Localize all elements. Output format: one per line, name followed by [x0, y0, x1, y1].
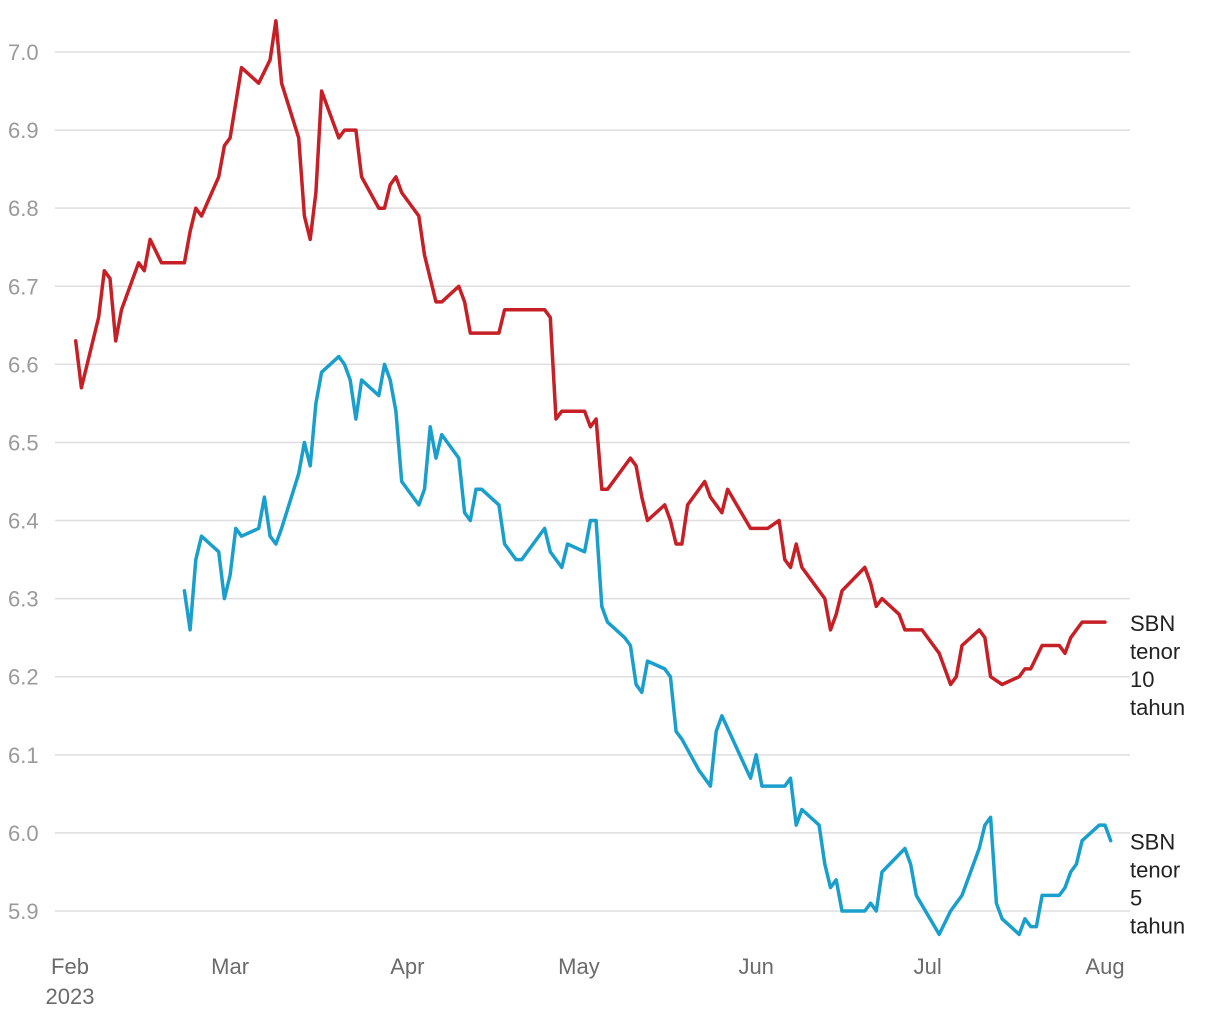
- y-tick-label: 6.3: [8, 587, 39, 612]
- y-axis-ticks: 5.9 6.0 6.1 6.2 6.3 6.4 6.5 6.6 6.7 6.8 6.9 7.0: [8, 40, 39, 924]
- series-label-line: tenor: [1130, 639, 1180, 664]
- series-lines: [73, 19, 1113, 937]
- series-line-sbn-5-tahun: [182, 354, 1113, 937]
- y-tick-label: 6.1: [8, 743, 39, 768]
- series-labels: SBN tenor 10 tahun SBN tenor 5 tahun: [1130, 611, 1185, 939]
- y-tick-label: 6.7: [8, 274, 39, 299]
- y-tick-label: 7.0: [8, 40, 39, 65]
- x-tick-label: Jul: [914, 954, 942, 979]
- x-tick-label: Feb: [51, 954, 89, 979]
- y-tick-label: 6.8: [8, 196, 39, 221]
- x-tick-label: Mar: [211, 954, 249, 979]
- x-tick-label: Apr: [390, 954, 424, 979]
- series-label-line: 5: [1130, 886, 1142, 911]
- y-tick-label: 6.5: [8, 430, 39, 455]
- y-tick-label: 6.6: [8, 352, 39, 377]
- y-tick-label: 6.0: [8, 821, 39, 846]
- x-tick-label: Jun: [738, 954, 773, 979]
- y-tick-label: 6.9: [8, 118, 39, 143]
- x-axis-ticks: Feb 2023 Mar Apr May Jun Jul Aug: [46, 954, 1125, 1009]
- x-tick-label: May: [558, 954, 600, 979]
- series-label-line: SBN: [1130, 830, 1175, 855]
- x-tick-label: Aug: [1085, 954, 1124, 979]
- y-tick-label: 5.9: [8, 899, 39, 924]
- series-label-line: tahun: [1130, 914, 1185, 939]
- y-tick-label: 6.4: [8, 509, 39, 534]
- series-label-sbn-5-tahun: SBN tenor 5 tahun: [1130, 830, 1185, 939]
- series-label-line: SBN: [1130, 611, 1175, 636]
- series-label-line: tenor: [1130, 858, 1180, 883]
- series-label-line: 10: [1130, 667, 1154, 692]
- x-tick-year-label: 2023: [46, 984, 95, 1009]
- series-line-sbn-10-tahun: [73, 19, 1107, 687]
- y-tick-label: 6.2: [8, 665, 39, 690]
- series-label-line: tahun: [1130, 695, 1185, 720]
- series-label-sbn-10-tahun: SBN tenor 10 tahun: [1130, 611, 1185, 720]
